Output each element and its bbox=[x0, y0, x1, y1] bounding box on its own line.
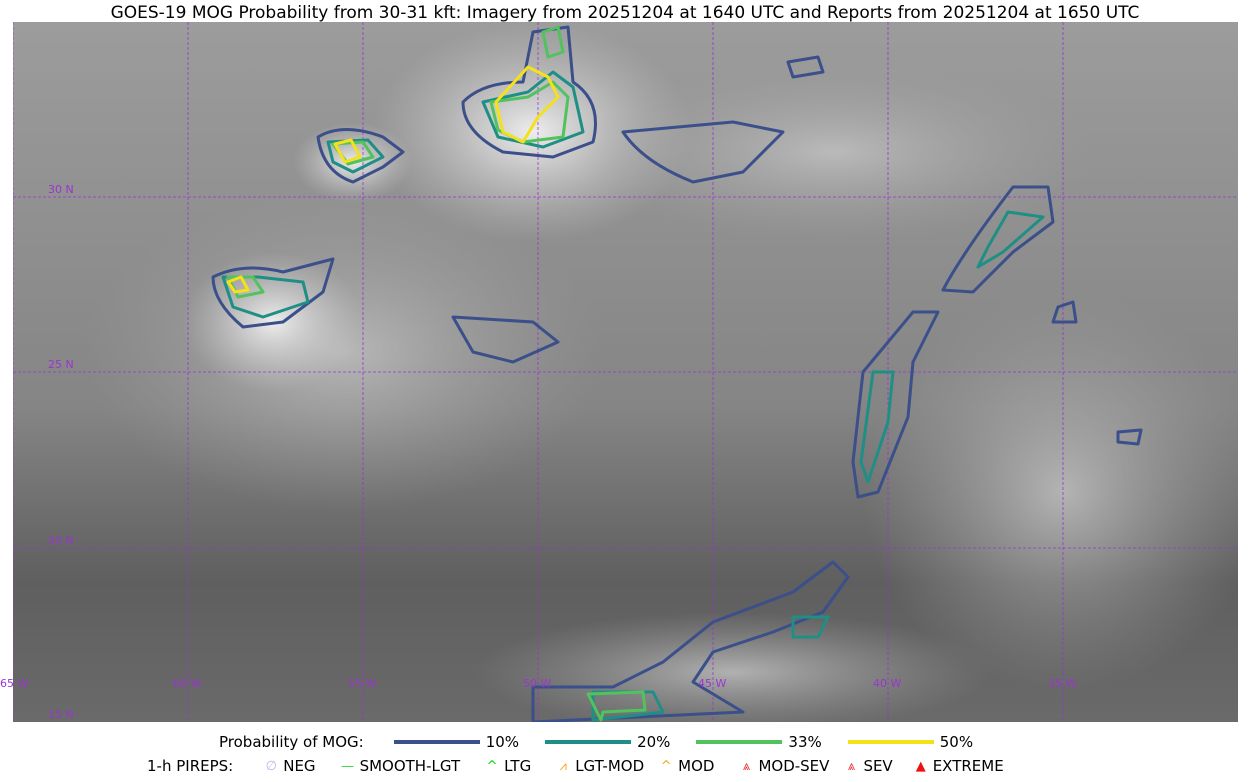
legend-label: SMOOTH-LGT bbox=[359, 757, 461, 775]
legend-item-50: 50% bbox=[847, 733, 974, 751]
pireps-legend: 1-h PIREPS: ∅ NEG — SMOOTH-LGT ^ LTG ⩘ LGT-M… bbox=[0, 757, 1250, 775]
satellite-map: 30 N 25 N 20 N 15 N 65 W 60 W 55 W 50 W … bbox=[0, 22, 1250, 732]
sev-icon: ⩓ bbox=[847, 758, 856, 774]
pirep-ltg: ^ LTG bbox=[482, 757, 532, 775]
lon-label: 40 W bbox=[873, 677, 902, 690]
lon-label: 55 W bbox=[348, 677, 377, 690]
pirep-mod-sev: ⩓ MOD-SEV bbox=[736, 757, 830, 775]
pireps-legend-title: 1-h PIREPS: bbox=[147, 757, 234, 775]
pirep-sev: ⩓ SEV bbox=[841, 757, 893, 775]
lon-label: 65 W bbox=[0, 677, 29, 690]
legend-label: NEG bbox=[283, 757, 316, 775]
mog-contours bbox=[211, 25, 1143, 724]
legend-item-33: 33% bbox=[696, 733, 822, 751]
probability-legend-title: Probability of MOG: bbox=[219, 733, 364, 751]
legend-label: SEV bbox=[863, 757, 893, 775]
mod-icon: ^ bbox=[660, 758, 672, 774]
legend-label: 50% bbox=[939, 733, 974, 751]
pirep-lgt-mod: ⩘ LGT-MOD bbox=[553, 757, 645, 775]
neg-icon: ∅ bbox=[265, 758, 277, 774]
swatch-33 bbox=[696, 740, 783, 744]
lon-label: 35 W bbox=[1048, 677, 1077, 690]
legend-label: MOD-SEV bbox=[758, 757, 830, 775]
legend-label: 10% bbox=[485, 733, 520, 751]
legend-item-10: 10% bbox=[393, 733, 520, 751]
mod-sev-icon: ⩓ bbox=[742, 758, 751, 774]
swatch-20 bbox=[545, 740, 632, 744]
map-imagery bbox=[12, 22, 1250, 732]
legend-label: LGT-MOD bbox=[575, 757, 645, 775]
pirep-neg: ∅ NEG bbox=[261, 757, 316, 775]
lat-label: 20 N bbox=[48, 534, 74, 547]
extreme-icon: ▲ bbox=[915, 758, 926, 774]
lat-label: 15 N bbox=[48, 708, 74, 721]
lat-label: 25 N bbox=[48, 358, 74, 371]
pirep-mod: ^ MOD bbox=[656, 757, 715, 775]
probability-legend: Probability of MOG: 10% 20% 33% 50% bbox=[0, 733, 1250, 751]
lon-label: 45 W bbox=[698, 677, 727, 690]
legend-label: LTG bbox=[504, 757, 532, 775]
pirep-extreme: ▲ EXTREME bbox=[911, 757, 1004, 775]
pirep-smooth-lgt: — SMOOTH-LGT bbox=[338, 757, 461, 775]
legend-item-20: 20% bbox=[545, 733, 670, 751]
swatch-10 bbox=[393, 740, 480, 744]
swatch-50 bbox=[847, 740, 934, 744]
legend-label: MOD bbox=[678, 757, 715, 775]
legend-label: 33% bbox=[788, 733, 822, 751]
lon-label: 60 W bbox=[173, 677, 202, 690]
smooth-lgt-icon: — bbox=[341, 758, 355, 774]
legend-label: 20% bbox=[637, 733, 671, 751]
lat-label: 30 N bbox=[48, 183, 74, 196]
chart-title: GOES-19 MOG Probability from 30-31 kft: … bbox=[110, 3, 1140, 23]
lon-label: 50 W bbox=[523, 677, 552, 690]
legend-label: EXTREME bbox=[932, 757, 1004, 775]
ltg-icon: ^ bbox=[486, 758, 498, 774]
lgt-mod-icon: ⩘ bbox=[559, 758, 567, 774]
